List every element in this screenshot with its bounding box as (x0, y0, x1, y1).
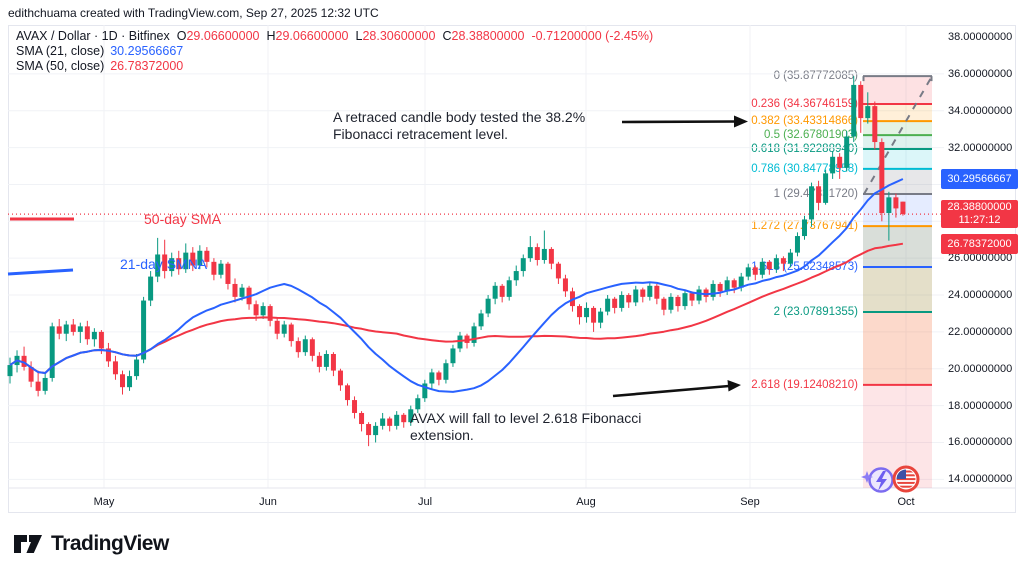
fib-level-label: 2.618 (19.12408210) (751, 378, 858, 391)
time-axis-label: Jun (259, 496, 277, 508)
price-axis-label: 22.00000000 (948, 325, 1013, 338)
time-axis-label: Sep (740, 496, 760, 508)
attribution-bar: edithchuama created with TradingView.com… (8, 6, 379, 20)
fib-level-label: 1 (29.47831720) (773, 188, 858, 201)
price-axis-label: 20.00000000 (948, 362, 1013, 375)
price-axis-label: 36.00000000 (948, 67, 1013, 80)
fib-level-label: 0.382 (33.43314866) (751, 115, 858, 128)
fib-level-label: 2 (23.07891355) (773, 305, 858, 318)
price-axis-label: 18.00000000 (948, 399, 1013, 412)
fib-level-label: 0 (35.87772085) (773, 70, 858, 83)
fib-level-label: 1.272 (27.73767941) (751, 220, 858, 233)
fib-level-label: 0.618 (31.92288940) (751, 143, 858, 155)
attribution-text: edithchuama created with TradingView.com… (8, 6, 379, 20)
fib-level-label: 1.618 (25.52348573) (751, 260, 858, 273)
price-axis-label: 28.00000000 (948, 215, 1013, 228)
price-axis-label: 24.00000000 (948, 289, 1013, 302)
time-axis-label: Aug (576, 496, 596, 508)
fib-level-label: 0.786 (30.84778958) (751, 162, 858, 175)
tradingview-logo-icon (14, 535, 42, 553)
price-axis-label: 34.00000000 (948, 104, 1013, 117)
fib-level-label: 0.5 (32.67801903) (764, 129, 858, 142)
price-axis-label: 26.00000000 (948, 252, 1013, 265)
price-axis-label: 16.00000000 (948, 436, 1013, 449)
price-axis-label: 38.00000000 (948, 31, 1013, 43)
price-axis-label: 32.00000000 (948, 141, 1013, 154)
fib-level-label: 0.236 (34.36746159) (751, 97, 858, 110)
price-axis-label: 30.00000000 (948, 178, 1013, 191)
tradingview-logo[interactable]: TradingView (13, 531, 169, 557)
tradingview-wordmark: TradingView (51, 532, 169, 555)
time-axis-label: Jul (417, 496, 433, 508)
time-axis-label: May (93, 496, 115, 508)
time-axis-label: Oct (897, 496, 915, 508)
price-axis-label: 14.00000000 (948, 473, 1013, 486)
